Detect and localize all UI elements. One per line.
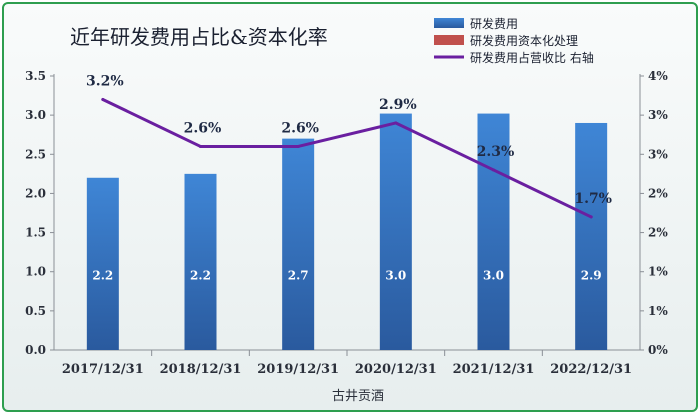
y2-tick-label: 0% xyxy=(648,343,668,357)
line-point xyxy=(296,144,300,148)
data-labels: 2.2 2.2 2.7 3.0 3.0 2.9 3.2% 2.6% 2.6% 2.9% 2.3% 1.… xyxy=(86,73,612,282)
y2-tick-label: 3% xyxy=(648,147,668,161)
line-segment xyxy=(394,121,495,172)
y-tick-label: 0.0 xyxy=(25,343,46,357)
bar xyxy=(184,173,217,350)
y-tick-label: 3.5 xyxy=(25,69,46,83)
legend-label-ratio: 研发费用占营收比 右轴 xyxy=(470,50,594,65)
line-segment xyxy=(296,121,398,148)
y-tick-label: 0.5 xyxy=(25,304,46,318)
line-value-label: 2.6% xyxy=(281,120,319,136)
x-tick-label: 2021/12/31 xyxy=(453,362,535,377)
y-tick-label: 2.5 xyxy=(25,147,46,161)
line-value-label: 3.2% xyxy=(86,73,124,89)
axes: 0.0 0.5 1.0 1.5 2.0 2.5 3.0 3.5 0% 1% 1% 2% 2% 3% 3% 4%… xyxy=(25,69,668,377)
line-value-label: 2.9% xyxy=(379,97,417,113)
y2-tick-label: 4% xyxy=(648,69,668,83)
bars xyxy=(86,113,608,350)
x-tick-label: 2018/12/31 xyxy=(160,362,242,377)
bar-value-label: 2.2 xyxy=(190,269,211,283)
chart-title: 近年研发费用占比&资本化率 xyxy=(70,25,328,49)
y-tick-label: 1.0 xyxy=(25,265,46,279)
line-point xyxy=(101,97,105,101)
line-series xyxy=(101,97,593,219)
bar-value-label: 2.7 xyxy=(288,269,309,283)
line-point xyxy=(394,121,398,125)
bar-value-label: 2.9 xyxy=(581,269,602,283)
y2-tick-label: 2% xyxy=(648,186,668,200)
x-tick-label: 2020/12/31 xyxy=(355,362,437,377)
bar xyxy=(86,177,119,350)
bar-value-label: 3.0 xyxy=(385,269,406,283)
bar xyxy=(477,113,510,350)
legend-label-rd-expense: 研发费用 xyxy=(470,16,518,31)
line-point xyxy=(492,168,495,172)
x-tick-label: 2019/12/31 xyxy=(257,362,339,377)
bar-value-label: 2.2 xyxy=(92,269,113,283)
legend-swatch-capitalized xyxy=(434,35,464,45)
y-tick-label: 1.5 xyxy=(25,226,46,240)
y2-tick-label: 1% xyxy=(648,304,668,318)
x-tick-label: 2017/12/31 xyxy=(62,362,144,377)
line-value-label: 2.3% xyxy=(477,144,515,160)
y-tick-label: 2.0 xyxy=(25,186,46,200)
legend-swatch-rd-expense xyxy=(434,18,464,28)
y2-tick-label: 3% xyxy=(648,108,668,122)
y2-tick-label: 2% xyxy=(648,226,668,240)
x-axis-label: 古井贡酒 xyxy=(332,389,384,404)
line-point xyxy=(199,144,202,148)
bar xyxy=(282,138,315,350)
bar-value-label: 3.0 xyxy=(483,269,504,283)
line-segment xyxy=(101,97,202,148)
line-point xyxy=(589,215,593,219)
line-value-label: 2.6% xyxy=(184,120,222,136)
x-tick-label: 2022/12/31 xyxy=(550,362,632,377)
y-tick-label: 3.0 xyxy=(25,108,46,122)
legend-label-capitalized: 研发费用资本化处理 xyxy=(470,33,578,48)
line-value-label: 1.7% xyxy=(574,191,612,207)
bar xyxy=(379,113,412,350)
bar xyxy=(575,122,608,350)
y2-tick-label: 1% xyxy=(648,265,668,279)
line-segment xyxy=(492,168,593,219)
